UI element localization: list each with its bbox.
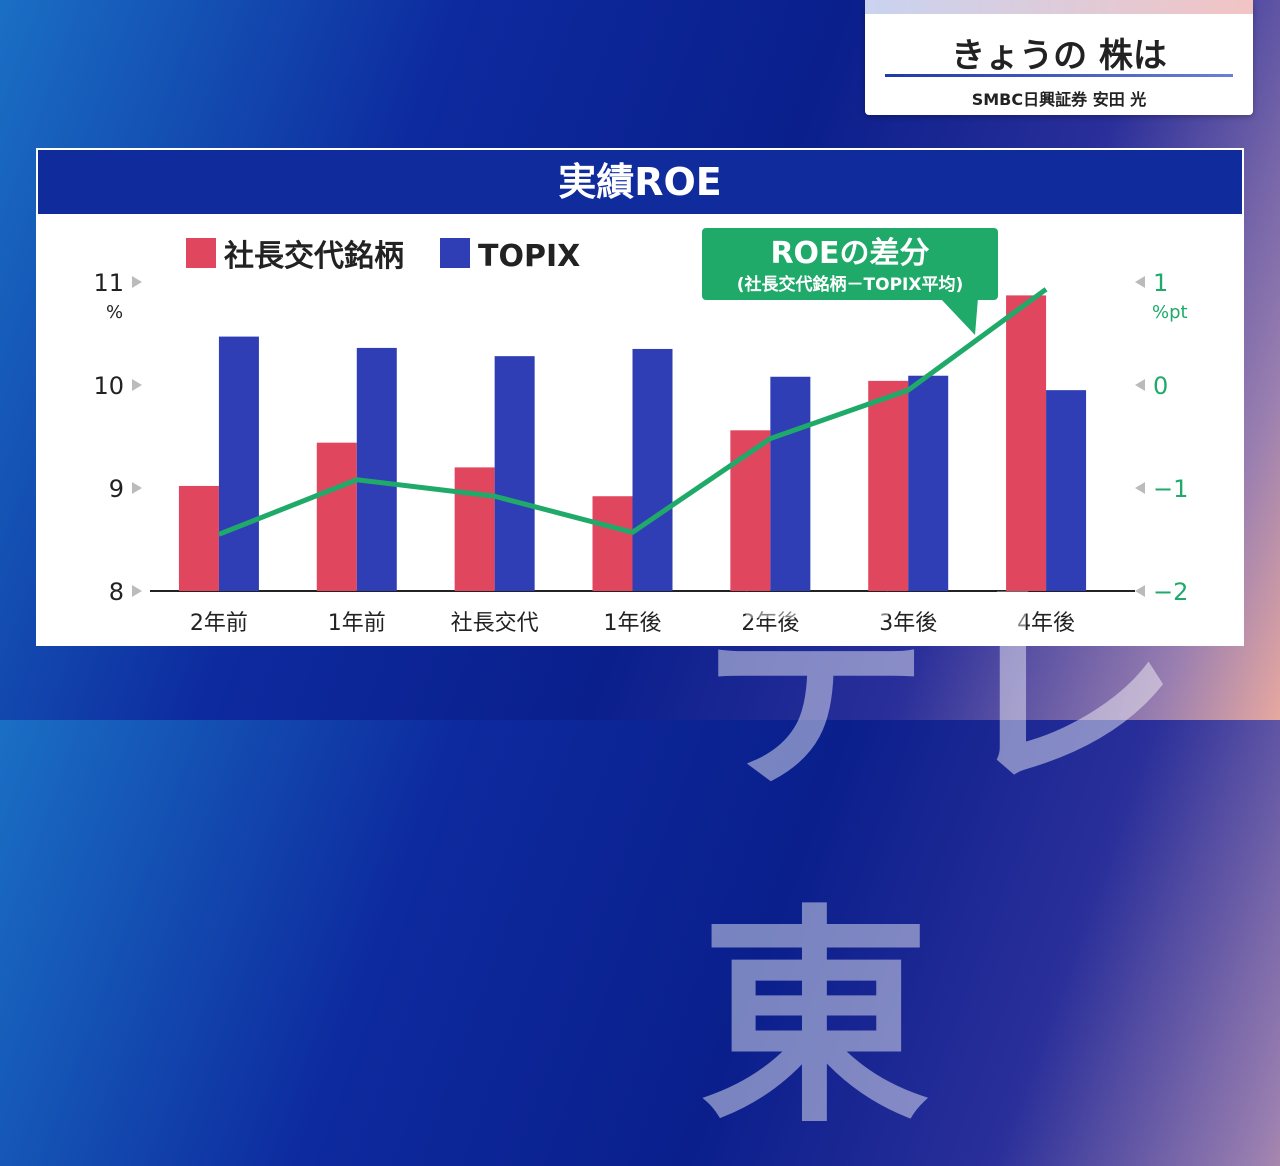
roe-diff-callout-box xyxy=(702,228,998,300)
roe-chart: 8 9 10 11% −2 −1 0 1 %pt 2年前 1年前 社長交代 1年後 2年後 3年後 4年後 社長… xyxy=(93,228,1188,636)
y-left-tick-mark xyxy=(132,482,142,494)
y-right-tick-mark xyxy=(1135,379,1145,391)
bar-topix xyxy=(770,376,811,591)
y-left-tick-mark xyxy=(132,585,142,597)
bar-president-change xyxy=(454,467,495,591)
roe-diff-callout-subtitle: (社長交代銘柄－TOPIX平均) xyxy=(737,274,963,295)
bar-president-change xyxy=(1006,295,1047,591)
program-subtitle: SMBC日興証券 安田 光 xyxy=(971,90,1147,109)
bar-president-change xyxy=(316,442,357,591)
roe-diff-line xyxy=(218,287,1048,537)
y-left-tick-label: 10 xyxy=(93,372,124,400)
roe-diff-callout-title: ROEの差分 xyxy=(770,236,929,271)
legend-swatch xyxy=(440,238,470,268)
y-right-tick-mark xyxy=(1135,585,1145,597)
bar-topix xyxy=(1046,390,1087,591)
y-left-tick-label: 11 xyxy=(93,269,124,297)
bar-president-change xyxy=(178,485,219,591)
legend-swatch xyxy=(186,238,216,268)
program-title: きょうの 株は xyxy=(951,36,1167,76)
bar-topix xyxy=(218,336,259,591)
bar-president-change xyxy=(592,496,633,591)
bar-topix xyxy=(356,347,397,591)
y-right-tick-label: 0 xyxy=(1153,372,1168,400)
y-left-tick-label: 8 xyxy=(109,578,124,606)
bar-president-change xyxy=(730,430,771,591)
x-tick-label: 1年後 xyxy=(604,611,662,636)
y-left-unit: % xyxy=(106,302,123,323)
x-tick-label: 2年後 xyxy=(741,611,799,636)
bar-president-change xyxy=(868,380,909,591)
y-right-tick-mark xyxy=(1135,482,1145,494)
x-tick-label: 3年後 xyxy=(879,611,937,636)
y-left-tick-label: 9 xyxy=(109,475,124,503)
header-divider xyxy=(885,74,1233,77)
x-tick-label: 社長交代 xyxy=(451,611,539,636)
legend-label: TOPIX xyxy=(478,239,580,274)
y-left-tick-mark xyxy=(132,379,142,391)
y-right-tick-mark xyxy=(1135,276,1145,288)
bar-topix xyxy=(908,375,949,591)
roe-diff-callout-pointer xyxy=(940,298,978,335)
program-title-box: きょうの 株は SMBC日興証券 安田 光 xyxy=(865,0,1253,115)
y-left-tick-mark xyxy=(132,276,142,288)
y-right-tick-label: −1 xyxy=(1153,475,1188,503)
x-tick-label: 2年前 xyxy=(190,611,248,636)
x-tick-label: 1年前 xyxy=(328,611,386,636)
x-tick-label: 4年後 xyxy=(1017,611,1075,636)
y-right-unit: %pt xyxy=(1152,302,1188,323)
legend-label: 社長交代銘柄 xyxy=(224,239,404,274)
bar-topix xyxy=(494,356,535,591)
y-right-tick-label: −2 xyxy=(1153,578,1188,606)
chart-title: 実績ROE xyxy=(38,150,1242,214)
bar-topix xyxy=(632,348,673,591)
y-right-tick-label: 1 xyxy=(1153,269,1168,297)
header-accent-strip xyxy=(865,0,1253,14)
